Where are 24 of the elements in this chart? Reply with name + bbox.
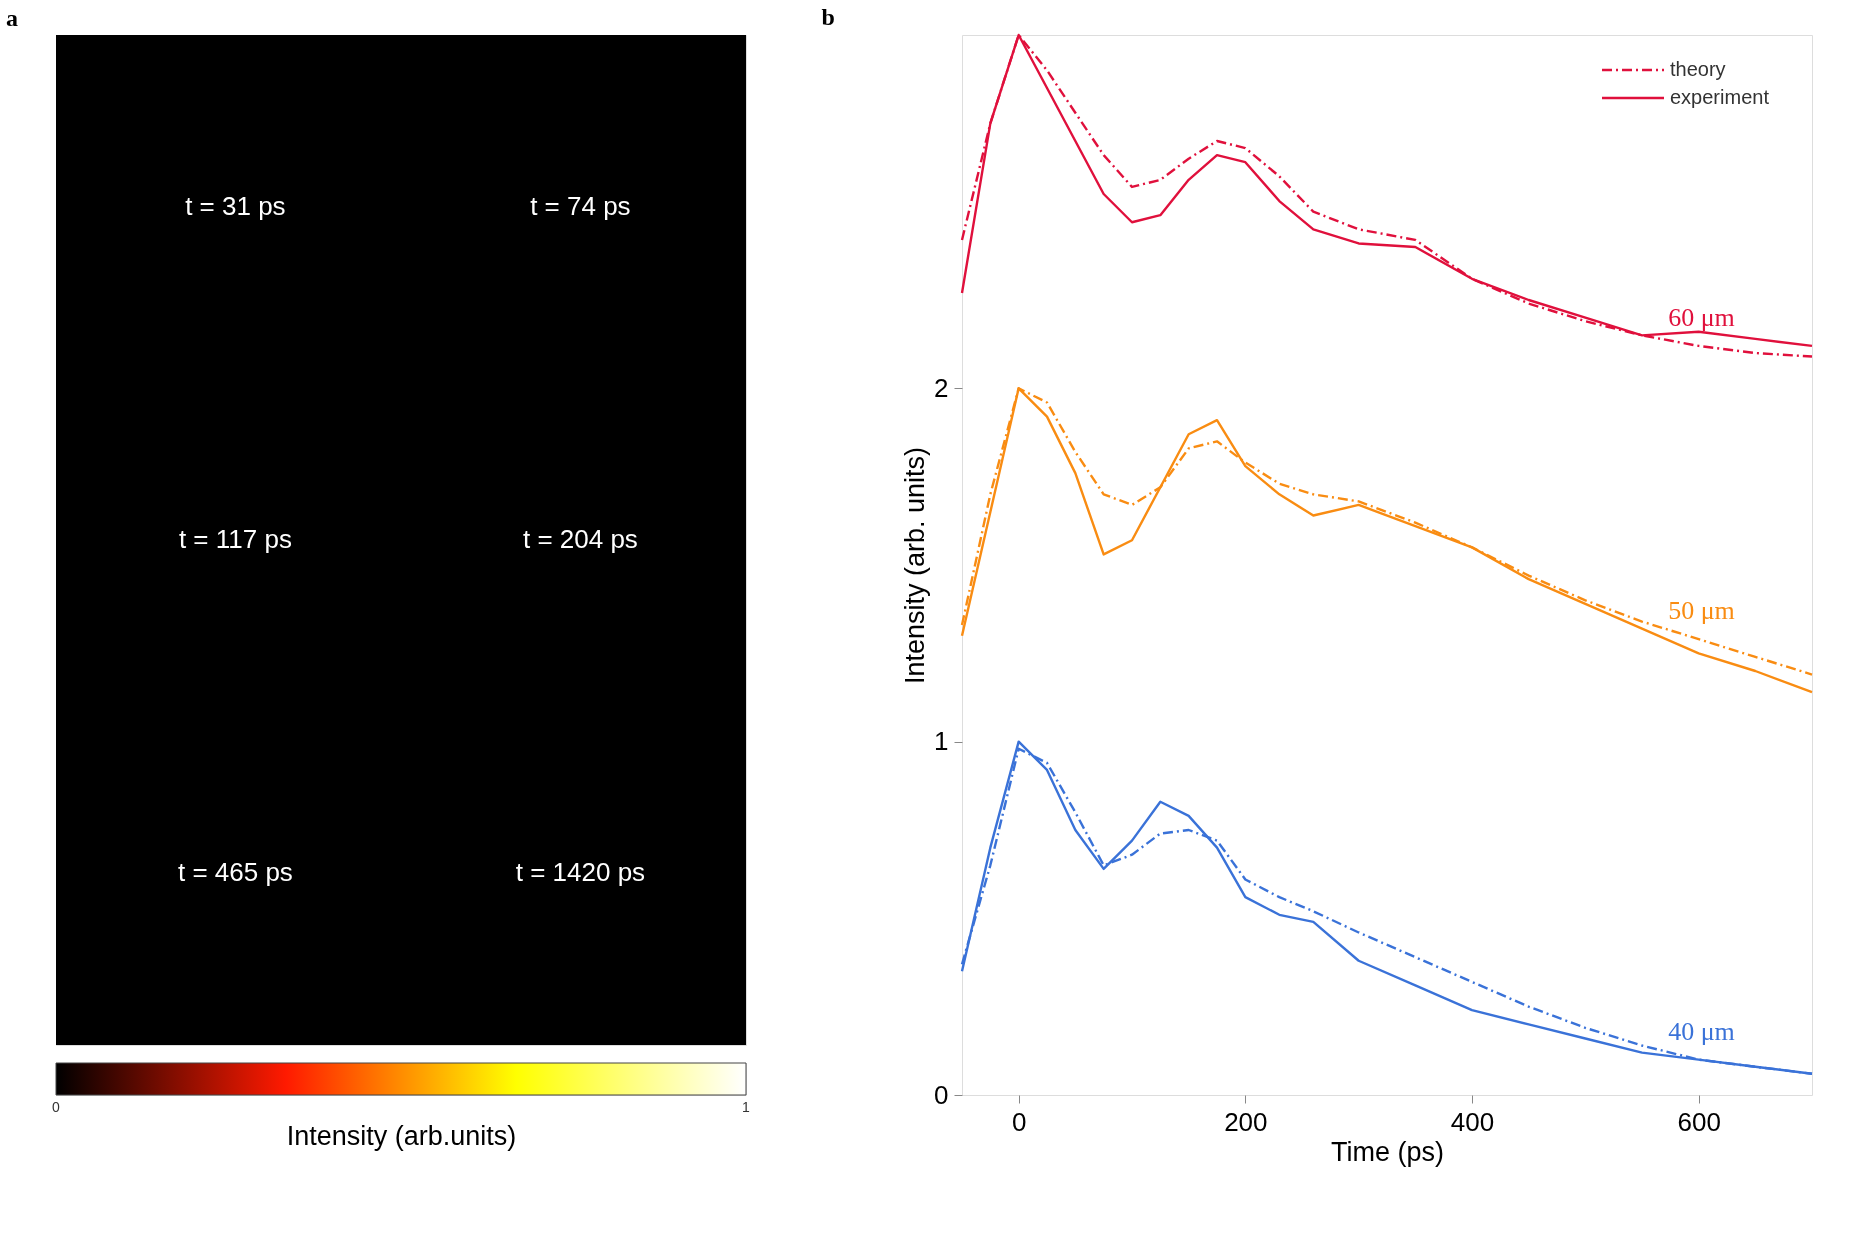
text: t = 31 ps	[185, 190, 286, 221]
legend-label: theory	[1670, 58, 1726, 80]
text: t = 117 ps	[178, 524, 292, 554]
text: t = 465 ps	[177, 857, 293, 888]
x-axis-title: Time (ps)	[1331, 1136, 1444, 1167]
x-tick-label: 200	[1224, 1106, 1268, 1137]
legend-label: experiment	[1670, 86, 1770, 108]
y-tick-label: 2	[934, 372, 949, 403]
y-tick-label: 0	[934, 1079, 949, 1110]
x-tick-label: 400	[1450, 1106, 1495, 1137]
annotation: 50 μm	[1668, 596, 1735, 626]
text: Intensity (arb.units)	[286, 1120, 517, 1151]
text: t = 204 ps	[522, 524, 638, 554]
x-tick-label: 0	[1011, 1106, 1027, 1137]
annotation: 60 μm	[1668, 302, 1735, 332]
text: a	[6, 5, 18, 31]
text: 1	[742, 1099, 751, 1115]
annotation: 40 μm	[1668, 1016, 1735, 1046]
text: t = 1420 ps	[515, 857, 646, 888]
y-tick-label: 1	[934, 726, 949, 757]
chart-title: b	[821, 3, 835, 30]
text: t = 74 ps	[530, 190, 631, 221]
y-axis-title: Intensity (arb. units)	[900, 446, 931, 685]
x-tick-label: 600	[1677, 1106, 1721, 1137]
